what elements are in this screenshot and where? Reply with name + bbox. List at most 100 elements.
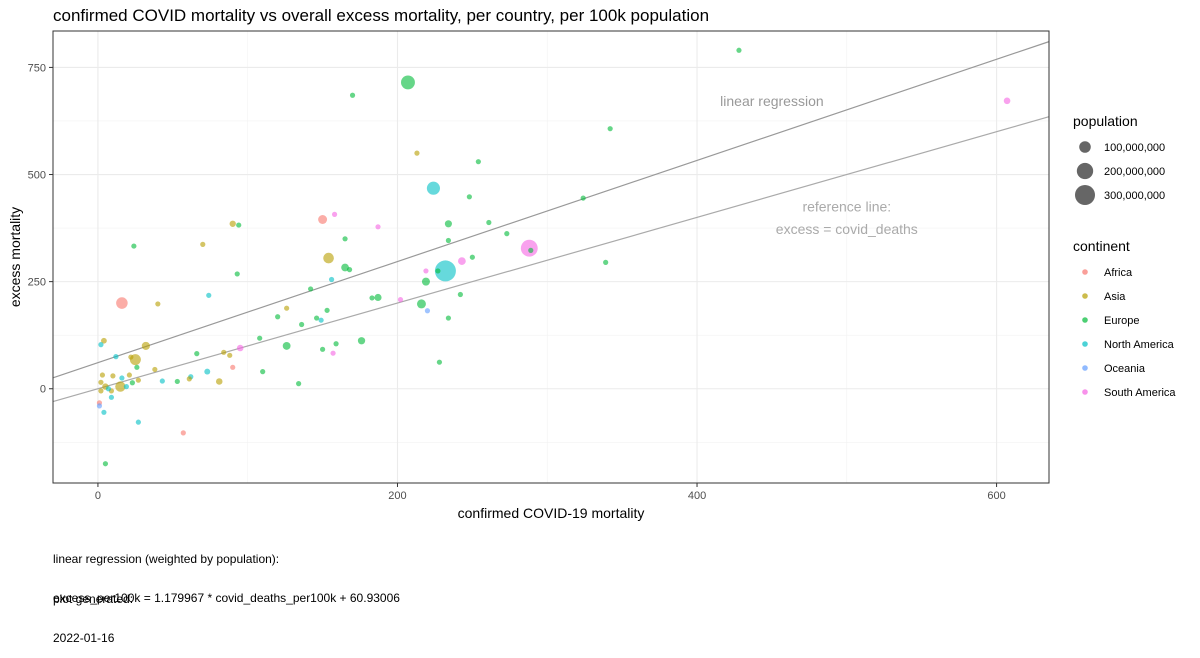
data-point (108, 394, 115, 400)
data-point (234, 271, 240, 277)
plot-background (53, 31, 1049, 483)
annotation-reference-line: reference line: (802, 199, 891, 215)
color-legend-title: continent (1073, 238, 1130, 254)
data-point (369, 295, 375, 301)
size-legend-key (1079, 141, 1091, 153)
data-point (469, 254, 475, 260)
data-point (520, 239, 538, 257)
data-point (424, 308, 431, 314)
data-point (504, 231, 510, 237)
color-legend-key (1082, 317, 1088, 323)
annotation-linear-regression: linear regression (720, 93, 824, 109)
data-point (99, 372, 106, 378)
data-point (227, 352, 233, 358)
regression-line (52, 41, 1050, 379)
data-point (528, 247, 534, 253)
data-point (426, 181, 440, 195)
annotation-reference-equation: excess = covid_deaths (776, 221, 918, 237)
data-point (308, 286, 314, 292)
y-tick-label: 250 (28, 277, 46, 289)
data-point (230, 364, 236, 370)
data-point (275, 314, 281, 320)
data-point (134, 364, 140, 370)
data-point (445, 237, 452, 244)
data-point (129, 380, 135, 386)
data-point (101, 409, 107, 415)
data-point (236, 222, 242, 228)
data-point (401, 75, 415, 90)
data-point (346, 267, 353, 273)
data-point (397, 297, 404, 303)
data-point (113, 354, 119, 360)
data-point (110, 373, 116, 379)
color-legend-key (1082, 341, 1088, 347)
y-axis-label: excess mortality (7, 207, 23, 307)
data-point (152, 366, 158, 373)
data-point (458, 257, 466, 265)
color-legend-key (1082, 269, 1088, 275)
data-point (374, 293, 382, 302)
data-point (323, 252, 334, 264)
size-legend-key (1074, 184, 1096, 206)
data-point (98, 379, 104, 385)
data-point (296, 381, 302, 387)
data-point (580, 195, 586, 201)
chart-title: confirmed COVID mortality vs overall exc… (53, 6, 709, 25)
reference-line (52, 116, 1050, 403)
data-point (416, 299, 426, 309)
color-legend-key (1082, 293, 1088, 299)
data-point (423, 268, 429, 274)
data-point (466, 194, 472, 200)
data-point (102, 461, 109, 467)
data-point (284, 305, 290, 311)
data-point (129, 354, 141, 366)
data-point (414, 150, 420, 156)
size-legend-label: 300,000,000 (1104, 190, 1165, 202)
data-point (1003, 97, 1011, 105)
data-point (96, 403, 103, 409)
color-legend-key (1082, 389, 1088, 395)
y-tick-label: 0 (40, 384, 46, 396)
data-point (101, 337, 107, 344)
data-point (105, 386, 112, 392)
data-point (328, 276, 335, 283)
data-point (186, 376, 192, 382)
plot-panel-border (52, 30, 1050, 484)
data-point (445, 315, 452, 321)
data-point (436, 359, 443, 365)
axes: 0 200 400 600 0 250 500 750 (28, 62, 1006, 502)
x-tick-label: 600 (987, 490, 1005, 502)
data-point (215, 378, 223, 385)
size-legend: population 100,000,000 200,000,000 300,000… (1073, 113, 1165, 206)
color-legend-label: Africa (1104, 267, 1133, 279)
data-point (318, 317, 324, 323)
data-point (123, 384, 129, 390)
data-point (299, 321, 305, 328)
x-axis-label: confirmed COVID-19 mortality (458, 505, 645, 521)
size-legend-key (1076, 162, 1094, 180)
data-point (319, 346, 326, 352)
data-point (736, 47, 742, 53)
data-point (126, 372, 132, 378)
data-point (229, 220, 236, 227)
data-point (435, 268, 441, 274)
generated-caption-date: 2022-01-16 (53, 631, 115, 645)
grid (53, 31, 1049, 483)
data-point (135, 419, 141, 425)
data-point (180, 430, 186, 436)
y-tick-label: 500 (28, 170, 46, 182)
data-point (603, 259, 609, 265)
color-legend-label: Asia (1104, 291, 1126, 303)
data-point (421, 277, 430, 286)
size-legend-title: population (1073, 113, 1138, 129)
data-point (349, 92, 356, 98)
data-point (98, 342, 104, 348)
fit-lines (52, 41, 1050, 403)
data-point (131, 243, 137, 249)
data-point (282, 341, 291, 350)
data-point (434, 260, 456, 282)
y-tick-label: 750 (28, 62, 46, 74)
data-point (98, 388, 104, 394)
data-point (314, 315, 320, 321)
data-point (342, 236, 348, 242)
